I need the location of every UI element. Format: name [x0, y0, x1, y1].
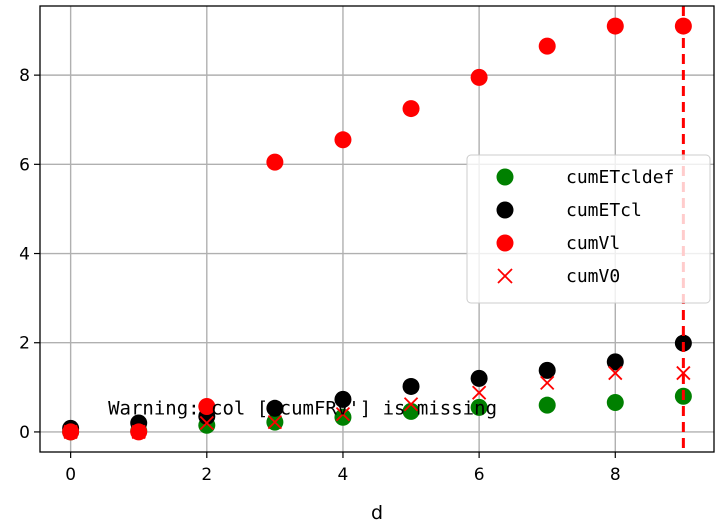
series-cumETcl	[62, 334, 692, 437]
legend-label: cumETcldef	[566, 167, 674, 188]
legend-marker	[496, 201, 514, 219]
data-point-x	[676, 365, 691, 381]
warning-annotation: Warning: col ['cumFRV'] is missing	[108, 397, 497, 419]
data-point	[198, 398, 216, 416]
x-stroke	[63, 424, 78, 440]
data-point-x	[608, 365, 623, 381]
data-point	[470, 369, 488, 387]
data-point-x	[403, 397, 419, 412]
x-stroke	[608, 365, 623, 381]
data-point	[606, 393, 624, 411]
data-point	[266, 399, 284, 417]
legend-box	[466, 154, 711, 304]
x-stroke	[267, 414, 283, 430]
plot-frame	[39, 5, 715, 453]
data-marks	[62, 17, 692, 441]
legend-label: cumVl	[566, 233, 620, 254]
data-point	[538, 396, 556, 414]
annotation: Warning: col ['cumFRV'] is missing	[108, 397, 497, 419]
x-tick-label: 8	[610, 465, 621, 485]
x-stroke	[199, 415, 214, 431]
data-point	[402, 377, 420, 395]
x-stroke	[471, 385, 487, 400]
data-point-x	[471, 385, 487, 400]
x-stroke	[131, 424, 146, 440]
legend-marker	[496, 168, 514, 186]
data-point	[334, 408, 352, 426]
data-point	[402, 100, 420, 118]
x-tick-label: 2	[201, 465, 212, 485]
data-point-x	[131, 424, 146, 440]
data-point	[334, 390, 352, 408]
data-point	[402, 402, 420, 420]
y-tick-label: 2	[19, 334, 30, 354]
data-point	[538, 37, 556, 55]
y-tick-label: 0	[19, 423, 30, 443]
data-point	[538, 361, 556, 379]
data-point-x	[63, 424, 78, 440]
x-axis-label: d	[371, 502, 383, 523]
data-point-x	[540, 375, 555, 391]
data-point-x	[335, 406, 351, 422]
data-point-x	[267, 414, 283, 430]
data-point	[606, 17, 624, 35]
axis-ticks: 0 2 4 6 8 0 2 4 6 8	[19, 66, 621, 485]
y-tick-label: 4	[19, 245, 30, 265]
x-stroke	[676, 365, 691, 381]
legend-label: cumETcl	[566, 200, 642, 221]
series-cumV0	[63, 365, 691, 440]
data-point-x	[199, 415, 214, 431]
legend-label: cumV0	[566, 266, 620, 287]
x-stroke	[540, 375, 555, 391]
legend-marker-x	[497, 268, 513, 284]
legend: cumETcldef cumETcl cumVl cumV0	[466, 154, 711, 304]
x-tick-label: 4	[338, 465, 349, 485]
x-stroke	[335, 406, 351, 422]
legend-marker	[496, 234, 514, 252]
data-point	[470, 398, 488, 416]
y-tick-label: 6	[19, 155, 30, 175]
x-stroke	[403, 397, 419, 412]
data-point	[334, 131, 352, 149]
x-tick-label: 6	[474, 465, 485, 485]
y-tick-label: 8	[19, 66, 30, 86]
data-point	[606, 353, 624, 371]
data-point	[470, 68, 488, 86]
x-tick-label: 0	[65, 465, 76, 485]
data-point	[266, 153, 284, 171]
